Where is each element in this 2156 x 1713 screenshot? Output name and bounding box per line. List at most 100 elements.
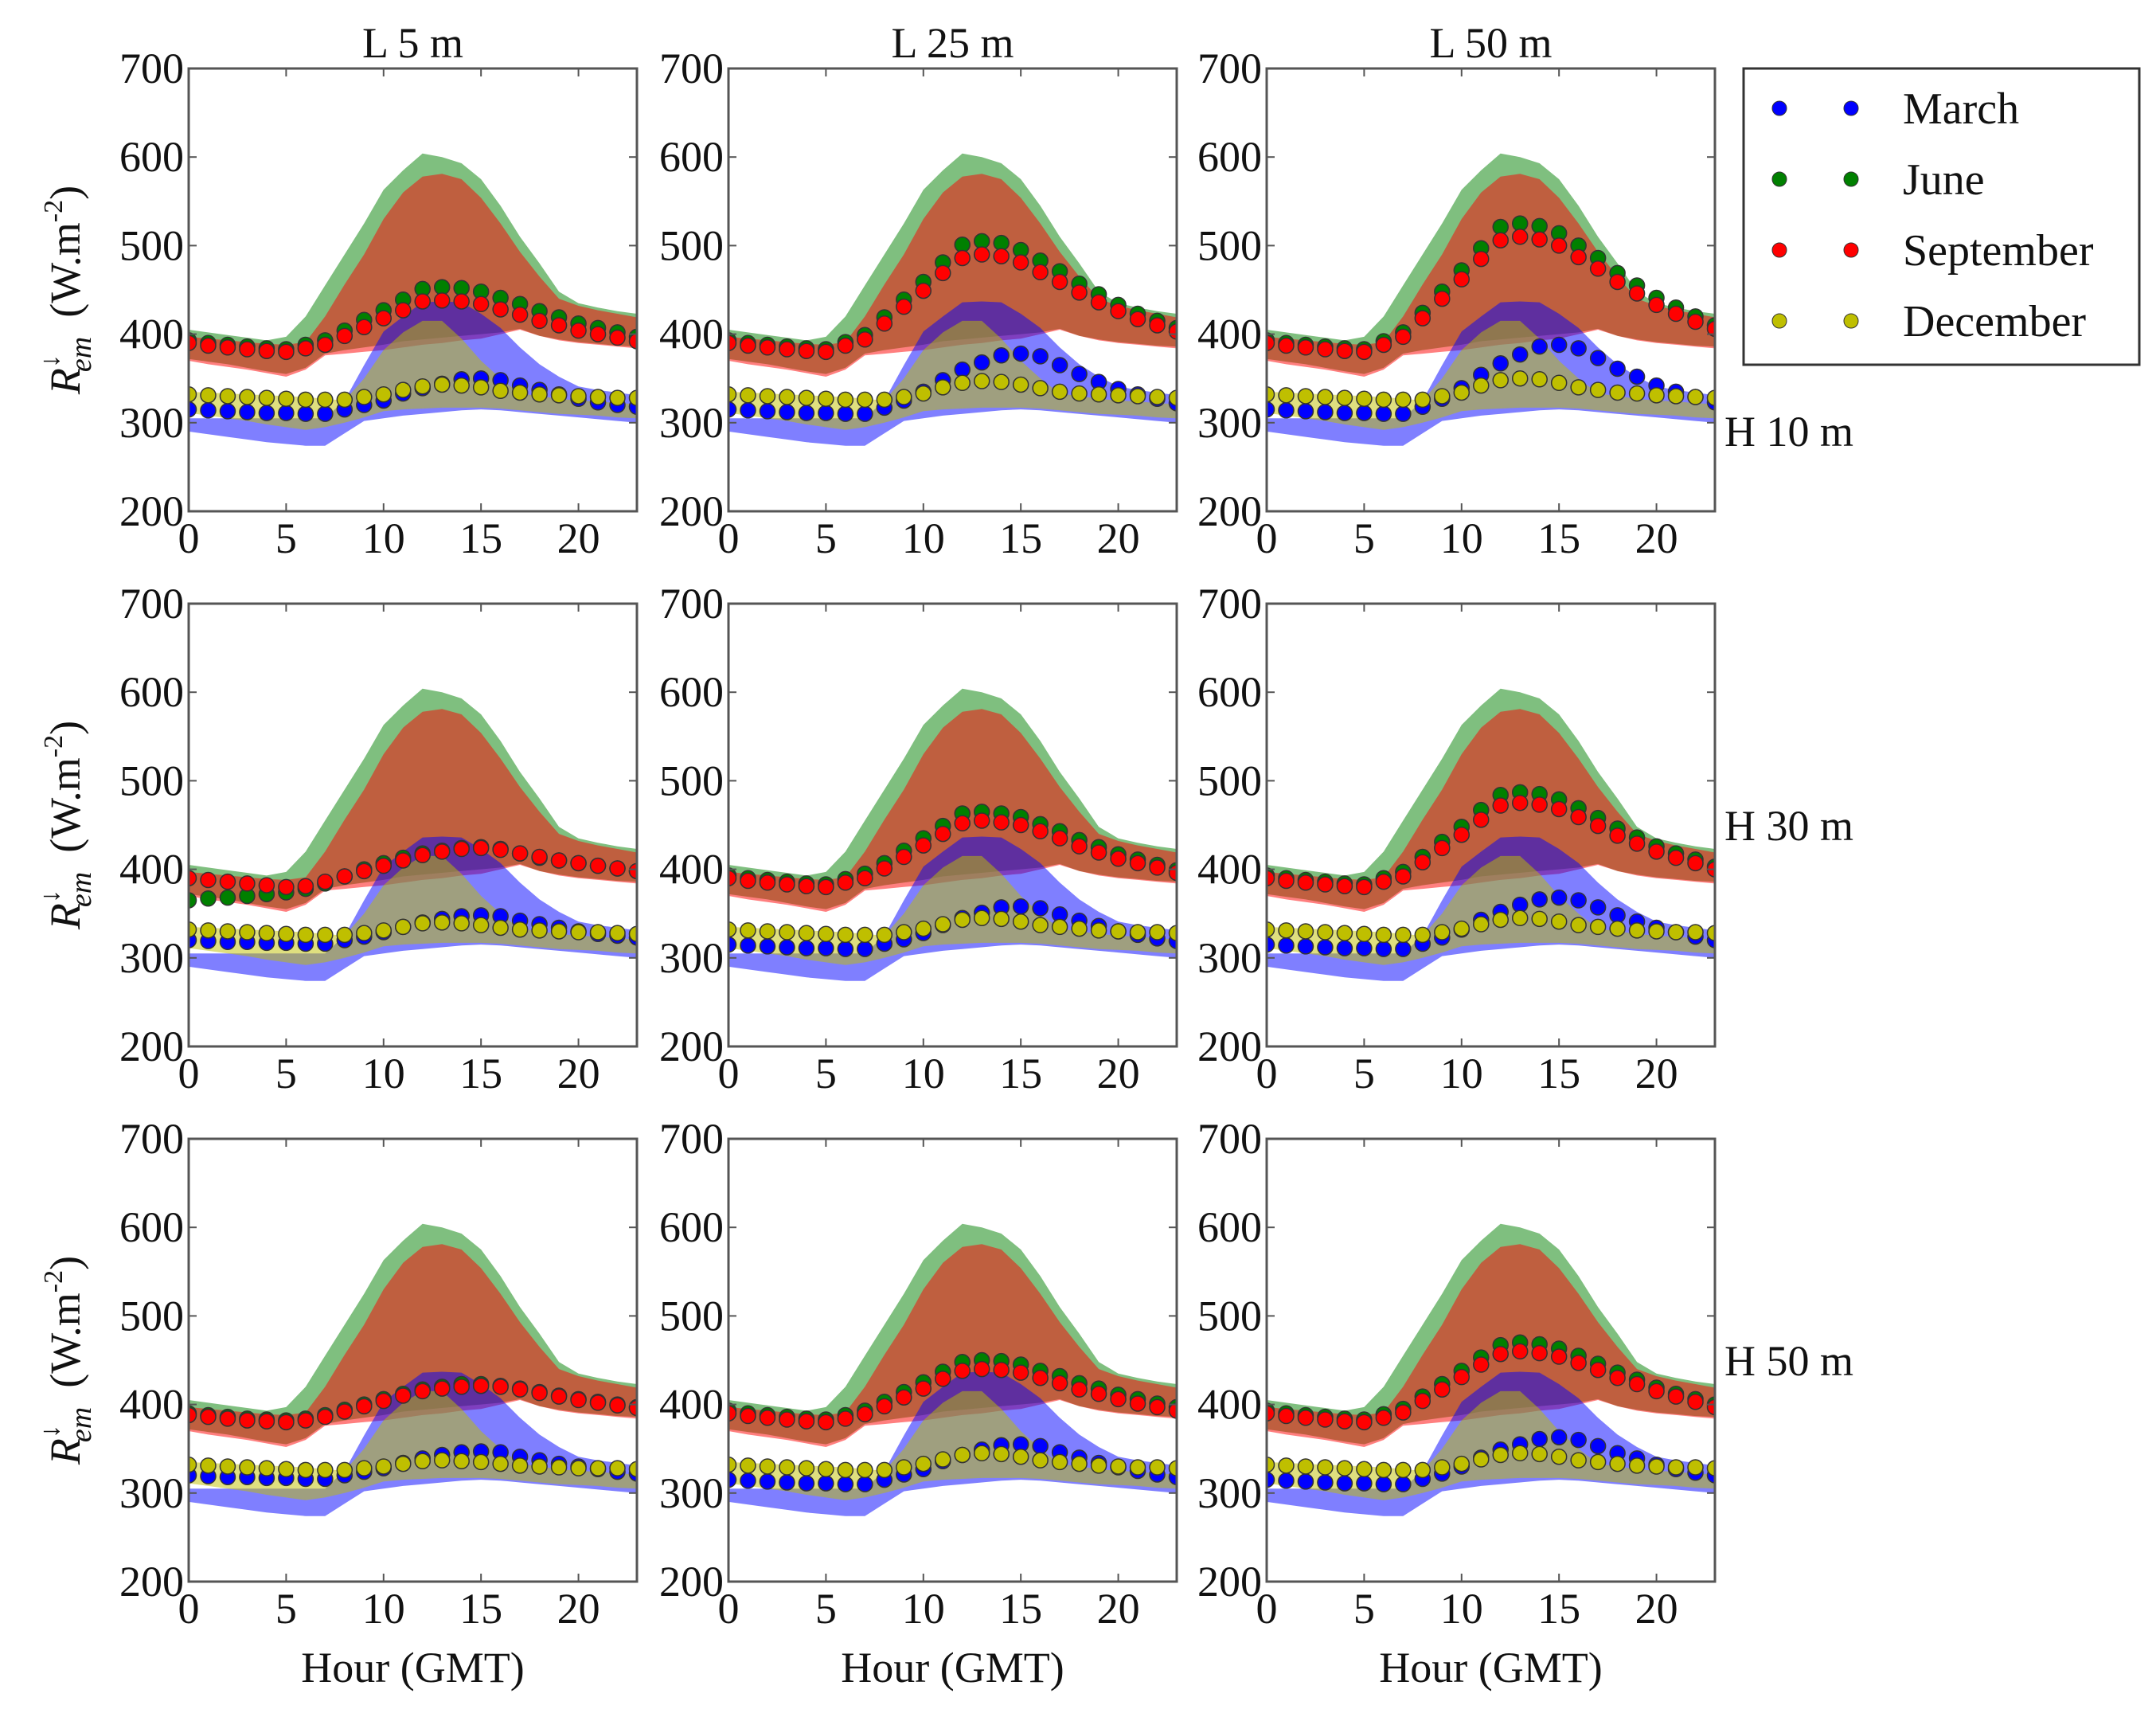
legend-item-june: June — [1771, 155, 1985, 205]
point-december — [779, 924, 795, 941]
point-march — [1317, 939, 1334, 956]
axes-frame — [1265, 602, 1717, 1048]
point-september — [1434, 839, 1451, 857]
point-september — [453, 840, 470, 858]
y-tick-label: 700 — [1197, 580, 1262, 628]
y-label-sup: ↓ — [36, 1425, 65, 1438]
y-tick-label: 200 — [119, 487, 184, 535]
point-december — [993, 1445, 1010, 1463]
point-september — [531, 312, 548, 330]
point-december — [1570, 917, 1587, 933]
point-march — [759, 403, 776, 420]
band-september — [728, 174, 1177, 377]
y-tick-label: 400 — [659, 846, 724, 894]
point-december — [1375, 1461, 1392, 1479]
y-tick-label: 400 — [119, 1381, 184, 1429]
point-december — [1648, 1458, 1665, 1475]
point-december — [1628, 1457, 1646, 1474]
y-label-symbol: R — [41, 368, 89, 395]
point-september — [1706, 320, 1715, 338]
point-december — [1667, 388, 1685, 405]
point-september — [1012, 1364, 1029, 1381]
legend-item-december: December — [1771, 297, 2086, 346]
point-september — [973, 246, 990, 263]
point-september — [258, 342, 275, 359]
band-september — [728, 1244, 1177, 1447]
point-september — [1129, 311, 1146, 327]
point-december — [1453, 920, 1471, 937]
point-september — [433, 292, 451, 309]
point-december — [1297, 388, 1314, 405]
point-december — [915, 920, 932, 937]
point-december — [395, 1455, 412, 1472]
point-december — [1317, 1459, 1334, 1476]
point-march — [297, 405, 314, 422]
point-september — [511, 306, 529, 323]
point-march — [857, 941, 873, 957]
point-september — [414, 847, 431, 864]
legend-marker — [1843, 171, 1859, 187]
point-september — [935, 825, 951, 843]
point-december — [1706, 1460, 1715, 1476]
panel-h10m-l5m: 0 5 10 15 20 200 300 400 500 600 700 — [119, 45, 639, 562]
point-march — [1336, 1475, 1353, 1492]
point-december — [531, 922, 548, 939]
point-december — [1434, 1459, 1451, 1476]
point-september — [297, 878, 314, 894]
x-tick-label: 10 — [902, 1050, 945, 1097]
legend-label: June — [1903, 155, 1985, 205]
point-september — [1395, 868, 1412, 885]
point-march — [728, 1471, 737, 1488]
point-september — [1110, 303, 1127, 319]
point-september — [433, 843, 451, 860]
point-september — [818, 343, 834, 361]
point-december — [1531, 371, 1548, 388]
point-december — [1090, 922, 1107, 939]
point-march — [740, 937, 756, 954]
point-march — [1317, 404, 1334, 420]
point-march — [1267, 401, 1275, 418]
point-september — [317, 873, 334, 890]
point-september — [728, 334, 737, 351]
point-december — [1317, 389, 1334, 405]
x-tick-label: 20 — [1635, 514, 1678, 562]
y-tick-label: 400 — [659, 311, 724, 358]
point-september — [1317, 341, 1334, 358]
point-december — [1609, 920, 1626, 937]
point-december — [954, 1446, 971, 1464]
point-september — [1168, 323, 1177, 340]
point-december — [1032, 917, 1049, 933]
point-december — [1012, 1448, 1029, 1465]
point-march — [1375, 941, 1392, 957]
x-tick-label: 15 — [1537, 514, 1580, 562]
point-september — [837, 337, 854, 354]
point-september — [1473, 1356, 1490, 1373]
point-december — [1129, 924, 1146, 941]
point-march — [1550, 889, 1568, 906]
point-december — [1492, 911, 1509, 929]
panel-h50m-l25m: 0 5 10 15 20 200 300 400 500 600 700 — [659, 1115, 1178, 1633]
point-december — [896, 1459, 912, 1476]
point-december — [818, 925, 834, 943]
point-december — [1032, 1452, 1049, 1469]
point-december — [278, 1461, 295, 1478]
point-december — [1570, 1452, 1587, 1469]
point-december — [1032, 380, 1049, 397]
point-september — [1648, 843, 1665, 860]
x-tick-label: 10 — [362, 1050, 405, 1097]
axes-frame — [187, 602, 639, 1048]
y-tick-label: 200 — [1197, 1023, 1262, 1070]
point-september — [915, 1380, 932, 1397]
point-december — [433, 376, 451, 393]
legend-label: December — [1903, 297, 2086, 346]
point-march — [1032, 900, 1049, 917]
point-december — [1550, 913, 1568, 930]
x-tick-label: 15 — [459, 514, 502, 562]
point-december — [1609, 384, 1626, 401]
point-december — [433, 914, 451, 931]
x-tick-label: 15 — [459, 1585, 502, 1633]
point-september — [1550, 800, 1568, 818]
point-september — [189, 870, 197, 886]
point-december — [935, 916, 951, 933]
point-september — [1531, 231, 1548, 248]
